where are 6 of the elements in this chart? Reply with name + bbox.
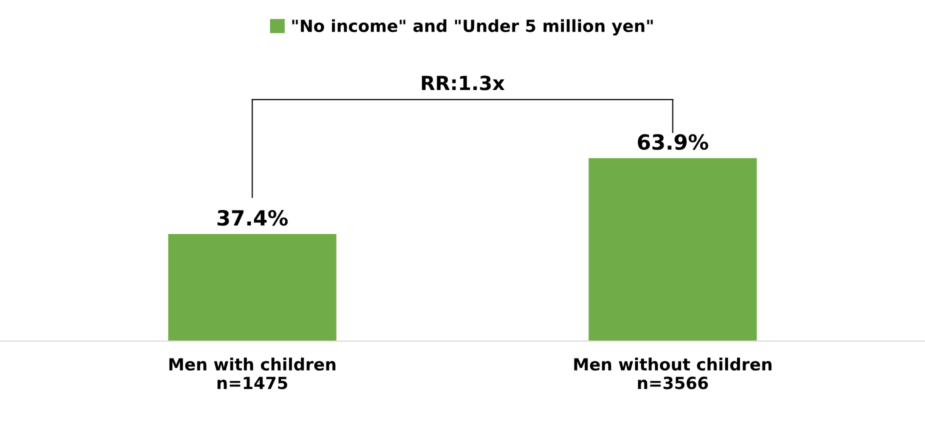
data-label: 63.9% <box>638 134 708 150</box>
text: RR:1.3x <box>422 76 505 90</box>
x-tick-label: Men without children n=3566 <box>574 358 772 390</box>
x-tick-label: Men with children n=1475 <box>169 358 336 390</box>
legend-label: "No income" and "Under 5 million yen" <box>292 19 653 36</box>
data-label: 37.4% <box>218 210 288 226</box>
